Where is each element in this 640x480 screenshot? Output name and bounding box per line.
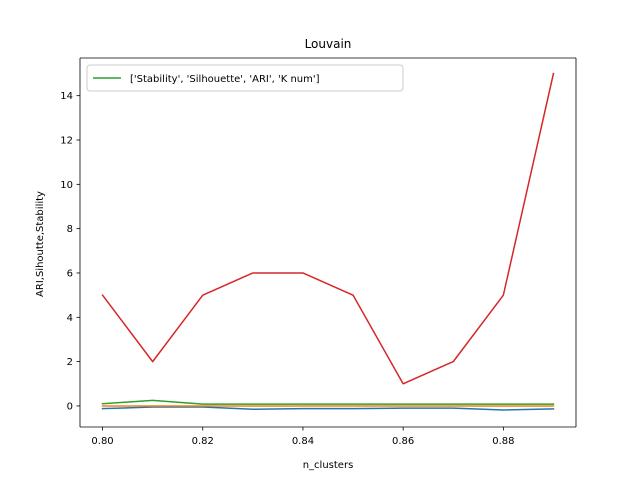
x-tick-label: 0.80: [91, 436, 113, 447]
y-tick-label: 0: [67, 401, 73, 412]
x-tick-label: 0.86: [392, 436, 414, 447]
series-layer: [101, 72, 555, 411]
y-tick-label: 6: [67, 268, 73, 279]
series-line-4: [101, 72, 555, 385]
y-tick-label: 2: [67, 357, 73, 368]
y-tick-label: 14: [60, 91, 73, 102]
chart-title: Louvain: [305, 37, 352, 51]
x-axis-label: n_clusters: [303, 460, 354, 471]
plot-background: [80, 58, 576, 427]
series-line-1: [101, 406, 555, 411]
legend-label: ['Stability', 'Silhouette', 'ARI', 'K nu…: [130, 74, 320, 85]
legend-box: [86, 64, 404, 92]
y-axis: 0 2 4 6 8 10 12 14: [60, 91, 80, 412]
y-tick-label: 10: [60, 180, 73, 191]
x-tick-label: 0.84: [292, 436, 314, 447]
y-tick-label: 4: [67, 313, 73, 324]
y-tick-label: 12: [60, 136, 73, 147]
y-tick-label: 8: [67, 224, 73, 235]
legend: ['Stability', 'Silhouette', 'ARI', 'K nu…: [86, 64, 404, 92]
y-axis-label: ARI,Sihoutte,Stability: [35, 191, 46, 297]
x-tick-label: 0.82: [192, 436, 214, 447]
x-tick-label: 0.88: [492, 436, 514, 447]
axes-frame: [79, 57, 577, 428]
series-line-3: [101, 399, 555, 405]
x-axis: 0.80 0.82 0.84 0.86 0.88: [91, 427, 514, 447]
plot-area: [80, 58, 576, 427]
